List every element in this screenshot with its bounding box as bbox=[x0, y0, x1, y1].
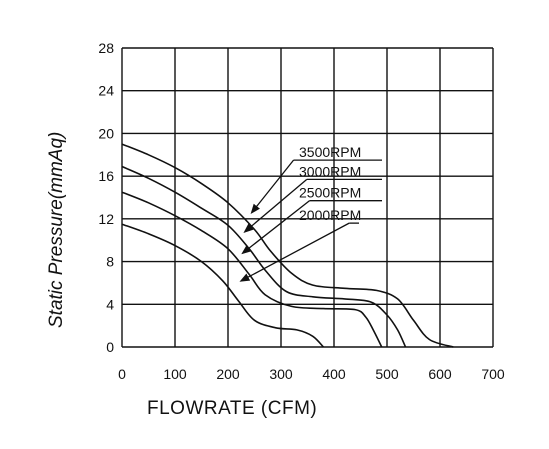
y-tick-label: 28 bbox=[98, 40, 114, 56]
annotation-arrow bbox=[241, 200, 310, 255]
grid bbox=[121, 47, 494, 348]
y-tick-label: 20 bbox=[98, 125, 114, 141]
series-line-2500rpm bbox=[121, 191, 383, 348]
annotations: 3500RPM 3000RPM 2500RPM 2000RPM bbox=[239, 144, 382, 282]
x-tick-label: 500 bbox=[375, 366, 399, 382]
annotation-label-3500rpm: 3500RPM bbox=[299, 144, 361, 160]
x-tick-label: 300 bbox=[269, 366, 293, 382]
annotation-arrow bbox=[243, 178, 308, 233]
y-tick-label: 24 bbox=[98, 83, 114, 99]
y-tick-label: 8 bbox=[106, 254, 114, 270]
annotation-arrow bbox=[250, 159, 295, 215]
y-tick-label: 12 bbox=[98, 211, 114, 227]
y-tick-label: 0 bbox=[106, 339, 114, 355]
annotation-label-2000rpm: 2000RPM bbox=[299, 207, 361, 223]
x-tick-label: 0 bbox=[118, 366, 126, 382]
series-line-3000rpm bbox=[121, 165, 407, 348]
x-tick-label: 100 bbox=[163, 366, 187, 382]
annotation-label-2500rpm: 2500RPM bbox=[299, 185, 361, 201]
series-line-3500rpm bbox=[121, 143, 454, 348]
curves bbox=[121, 143, 454, 348]
x-tick-label: 400 bbox=[322, 366, 346, 382]
annotation-arrow bbox=[239, 222, 350, 282]
x-axis-title: FLOWRATE (CFM) bbox=[147, 398, 317, 419]
series-line-2000rpm bbox=[121, 223, 324, 348]
x-tick-label: 600 bbox=[428, 366, 452, 382]
annotation-label-3000rpm: 3000RPM bbox=[299, 163, 361, 179]
tick-labels: 0 100 200 300 400 500 600 700 0 4 8 12 16 20 24 28 bbox=[98, 40, 504, 382]
x-tick-label: 700 bbox=[481, 366, 505, 382]
y-tick-label: 4 bbox=[106, 296, 114, 312]
y-axis-title: Static Pressure(mmAq) bbox=[46, 132, 67, 328]
x-tick-label: 200 bbox=[216, 366, 240, 382]
y-tick-label: 16 bbox=[98, 168, 114, 184]
